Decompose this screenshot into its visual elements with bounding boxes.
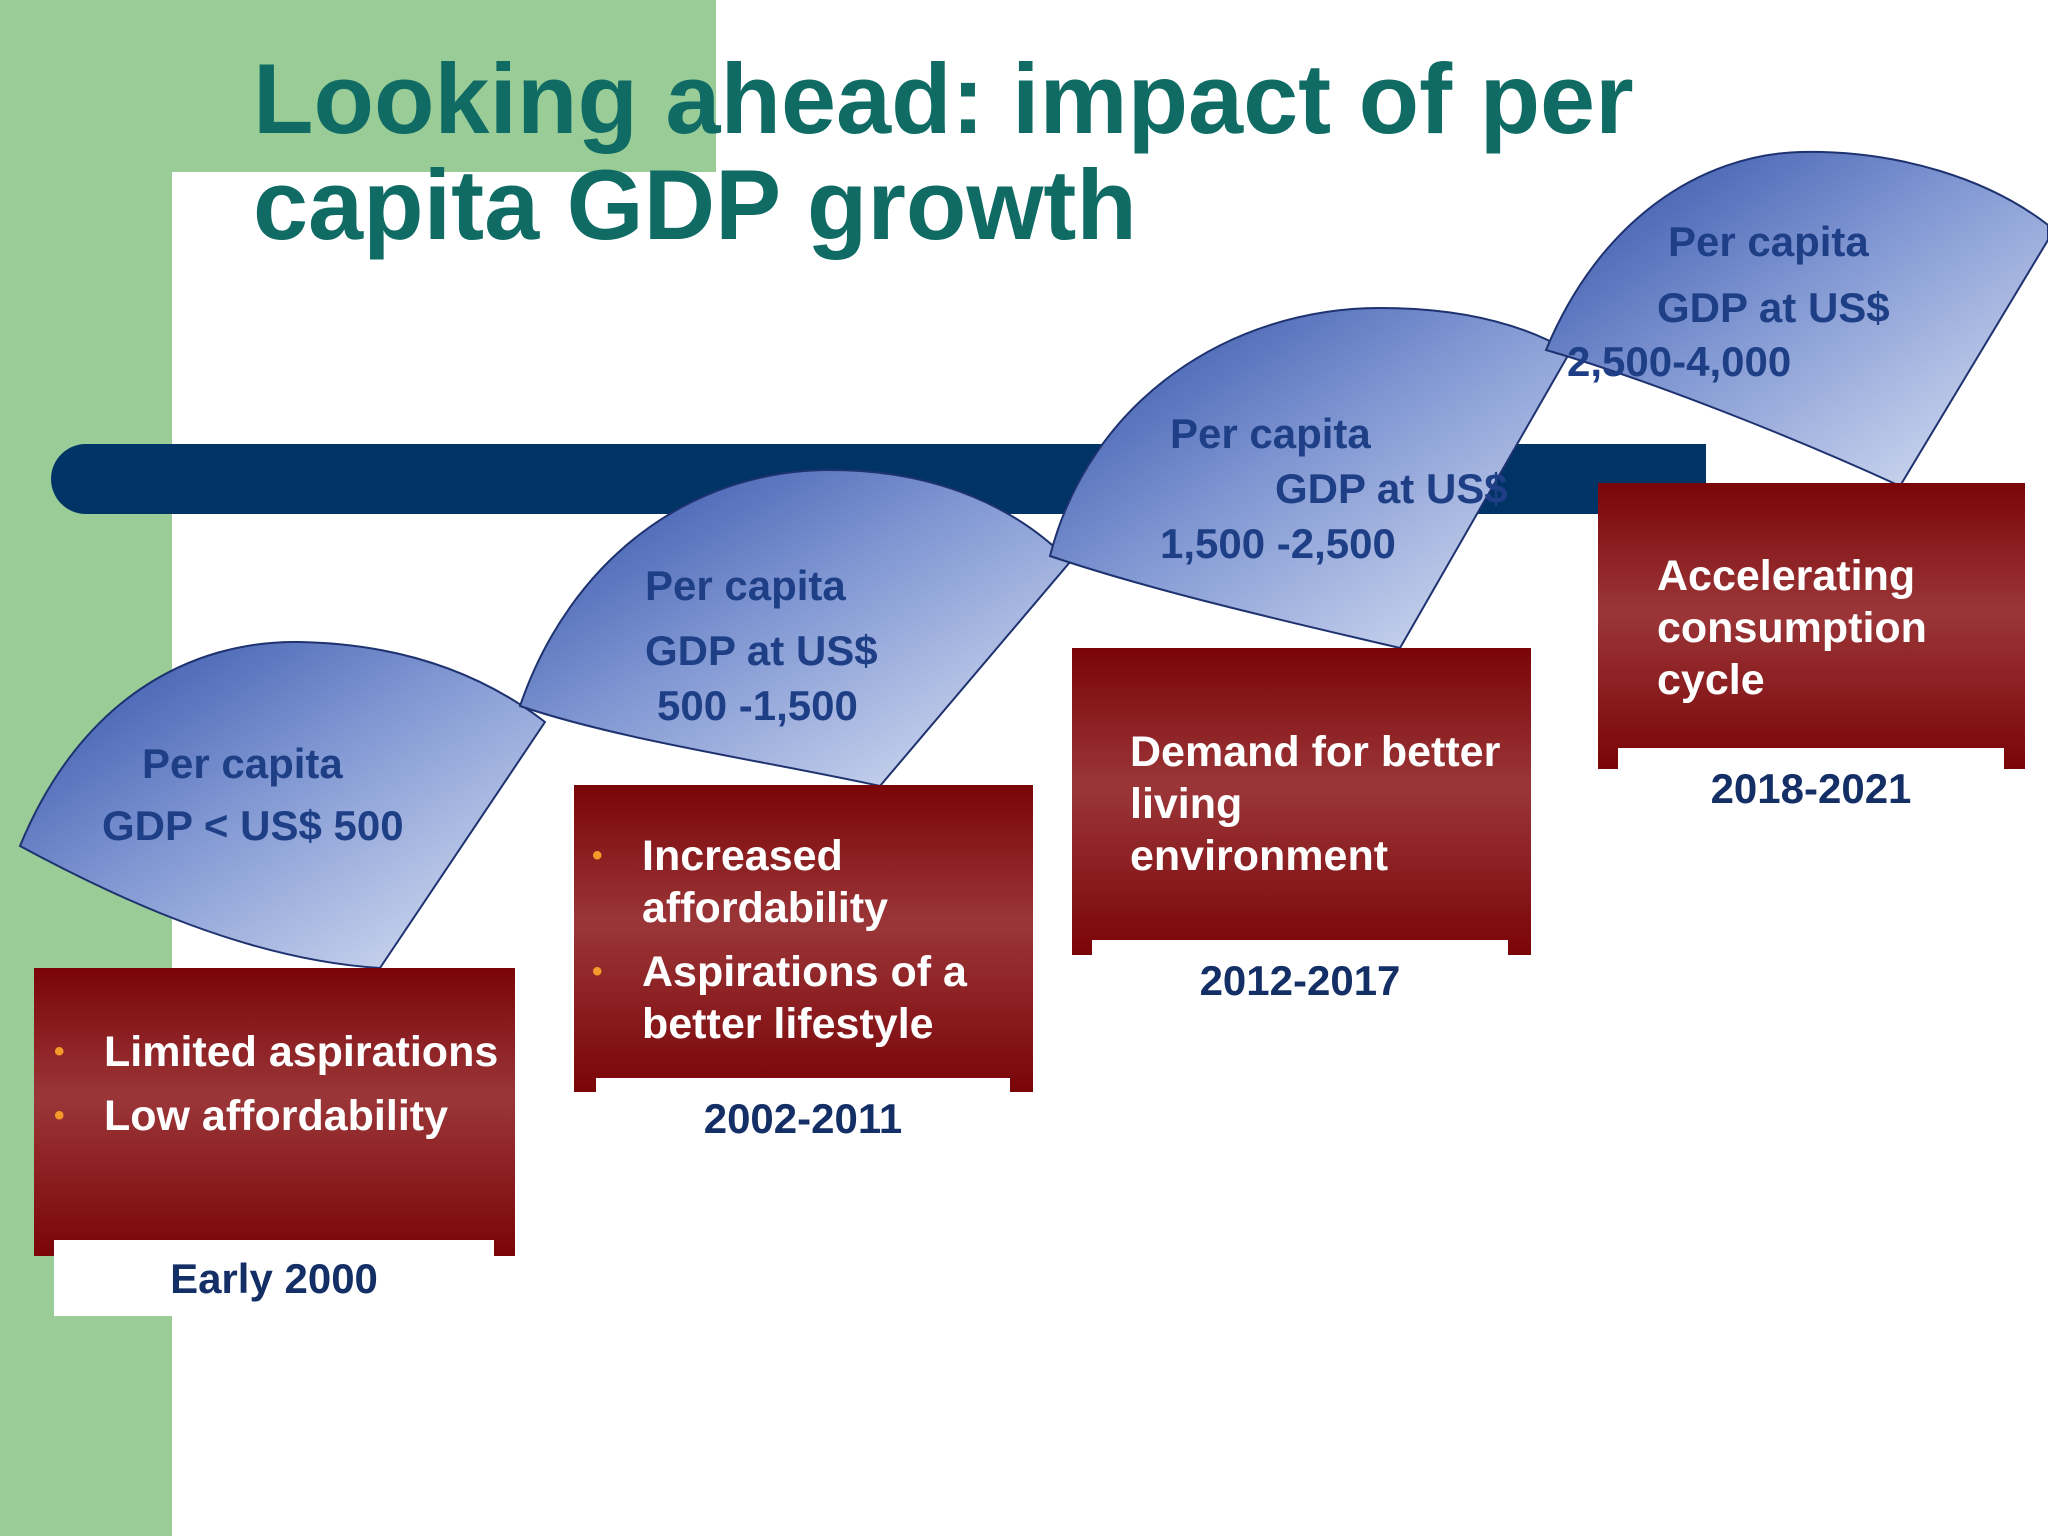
stage-box-notch-4 [1618, 748, 2004, 788]
fan-label-4-line-1: Per capita [1668, 218, 1869, 265]
stage-box-bg-3 [1072, 648, 1531, 955]
stage-box-notch-1 [54, 1240, 494, 1316]
slide-title: Looking ahead: impact of per capita GDP … [253, 46, 1853, 258]
fan-label-4-line-2: GDP at US$ [1657, 284, 1890, 331]
bullet-item: • Aspirations of a better lifestyle [592, 946, 1022, 1050]
fan-label-4-line-3: 2,500-4,000 [1567, 338, 1792, 385]
title-line-1: Looking ahead: impact of per [253, 43, 1634, 154]
period-label-2: 2002-2011 [703, 1095, 903, 1142]
fan-label-1-line-2: GDP < US$ 500 [102, 802, 404, 849]
bullet-item: • Increased affordability [592, 830, 1022, 934]
fan-label-2-line-1: Per capita [645, 562, 846, 609]
stage-box-bg-2 [574, 785, 1033, 1092]
stage-box-notch-2 [596, 1078, 1010, 1118]
bullet-text: Increased affordability [642, 832, 889, 932]
fan-label-2-line-3: 500 -1,500 [657, 682, 858, 729]
fan-label-3-line-3: 1,500 -2,500 [1160, 520, 1396, 567]
bullet-dot: • [592, 955, 603, 988]
fan-label-3-line-1: Per capita [1170, 410, 1371, 457]
period-label-3: 2012-2017 [1199, 957, 1401, 1004]
bullet-item: • Low affordability [54, 1090, 504, 1142]
period-label-1: Early 2000 [170, 1255, 378, 1302]
bullet-text: Limited aspirations [104, 1028, 499, 1076]
stage-box-3: Demand for better living environment [1130, 726, 1510, 882]
fan-label-3-line-2: GDP at US$ [1275, 465, 1508, 512]
fan-shape-2 [518, 468, 1072, 788]
fan-shape-1 [18, 640, 547, 970]
bullet-dot: • [54, 1035, 65, 1068]
stage-box-4: Accelerating consumption cycle [1657, 550, 2007, 706]
bullet-text: Low affordability [104, 1092, 448, 1140]
bullet-text: Aspirations of a better lifestyle [642, 948, 967, 1048]
fan-shape-3 [1048, 306, 1572, 650]
fan-label-2-line-2: GDP at US$ [645, 627, 878, 674]
fan-shape-4 [1544, 150, 2048, 488]
fan-label-1-line-1: Per capita [142, 740, 343, 787]
stage-box-bg-1 [34, 968, 515, 1256]
bullet-item: • Limited aspirations [54, 1026, 504, 1078]
stage-box-1: • Limited aspirations • Low affordability [54, 1026, 504, 1154]
title-line-2: capita GDP growth [253, 149, 1137, 260]
period-label-4: 2018-2021 [1710, 765, 1912, 812]
bullet-dot: • [592, 839, 603, 872]
bullet-dot: • [54, 1099, 65, 1132]
stage-box-notch-3 [1092, 940, 1508, 980]
stage-box-2: • Increased affordability • Aspirations of… [592, 830, 1022, 1062]
stage-box-text: Demand for better living environment [1130, 728, 1501, 880]
stage-box-bg-4 [1598, 483, 2025, 769]
stage-box-text: Accelerating consumption cycle [1657, 552, 1927, 704]
